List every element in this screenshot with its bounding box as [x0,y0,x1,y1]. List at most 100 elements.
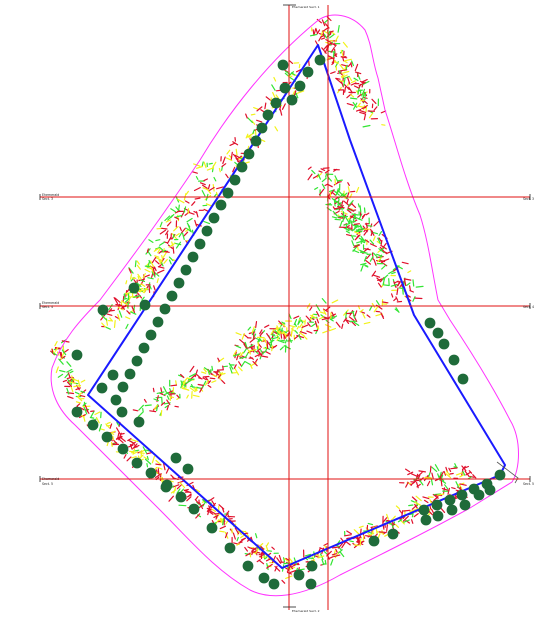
plant-symbol [157,466,163,470]
plant-symbol [362,535,365,542]
plant-symbol [332,56,335,65]
plant-symbol [147,267,154,271]
plant-symbol [201,371,207,374]
plant-symbol [66,387,70,395]
plant-symbol [401,261,409,265]
plant-symbol [382,242,387,249]
plant-symbol [172,484,180,488]
plant-symbol [340,210,348,215]
plant-symbol [459,473,466,478]
plant-symbol [351,213,359,216]
plant-symbol [386,524,388,532]
plant-symbol [307,166,312,170]
plant-symbol [234,368,240,376]
plant-symbol [185,379,192,384]
plant-symbol [297,320,302,326]
plant-symbol [207,384,212,388]
plant-symbol [206,188,212,194]
plant-symbol [334,178,337,185]
plant-symbol [330,46,335,53]
plant-symbol [149,265,156,270]
plant-symbol [248,348,257,352]
tree-symbol [87,419,99,431]
plant-symbol [376,240,381,244]
plant-symbol [240,351,244,357]
plant-symbol [135,281,142,287]
plant-symbol [342,56,345,62]
plant-symbol [278,320,283,325]
plant-symbol [101,322,107,328]
plant-symbol [177,198,185,204]
plant-symbol [346,102,354,106]
plant-symbol [368,112,374,119]
plant-symbol [345,230,350,234]
plant-symbol [365,222,368,228]
plant-symbol [140,279,146,282]
plant-symbol [251,326,255,334]
plant-symbol [61,349,67,356]
plant-symbol [362,213,366,218]
plant-symbol [437,493,445,496]
plant-symbol [197,383,204,386]
plant-symbol [74,391,80,395]
plant-symbol [178,504,187,507]
plant-symbol [315,328,319,335]
plant-symbol [181,387,189,391]
tree-symbol [161,479,173,491]
plant-symbol [351,224,359,228]
plant-symbol [332,50,335,58]
tree-symbol [242,560,254,572]
tree-symbol [302,66,314,78]
plant-symbol [195,489,201,493]
plant-symbol [195,176,199,180]
plant-symbol [342,41,348,48]
plant-symbol [251,120,256,125]
plant-symbol [283,331,287,338]
plant-symbol [311,169,316,175]
plant-symbol [415,473,419,482]
plant-symbol [256,119,263,123]
tree-symbol [431,499,443,511]
plant-symbol [380,239,383,245]
plant-symbol [183,231,189,237]
plant-symbol [175,380,177,386]
plant-symbol [217,357,220,362]
plant-symbol [121,300,126,305]
plant-symbol [320,34,326,38]
plant-symbol [258,559,265,565]
section-end-label-4: Sect. 4 [523,305,534,309]
plant-symbol [269,339,273,347]
plant-symbol [412,296,416,302]
plant-symbol [377,278,383,281]
plant-symbol [219,525,226,530]
plant-symbol [340,49,344,58]
plant-symbol [204,376,211,383]
plant-symbol [367,522,374,526]
plant-symbol [191,201,196,206]
plant-symbol [357,87,360,95]
plant-symbol [351,203,357,208]
plant-symbol [243,343,248,349]
plant-symbol [472,474,477,479]
plant-symbol [363,229,369,236]
plant-symbol [239,356,246,359]
plant-symbol [154,271,160,277]
tree-symbol [432,510,444,522]
plant-symbol [449,472,454,475]
plant-symbol [372,274,381,278]
plant-symbol [411,496,418,502]
plant-symbol [125,280,128,285]
plant-symbol [191,171,198,174]
plant-symbol [360,262,367,266]
vertical-label-1: Ehemerald Sect. 1 [292,5,320,9]
tree-symbol [268,578,280,590]
tree-symbol [494,469,506,481]
plant-symbol [224,532,228,539]
tree-symbol [175,491,187,503]
plant-symbol [158,260,162,265]
plant-symbol [344,58,352,62]
plant-symbol [350,62,353,68]
plant-symbol [376,253,383,257]
plant-symbol [346,227,352,229]
plant-symbol [239,339,246,345]
